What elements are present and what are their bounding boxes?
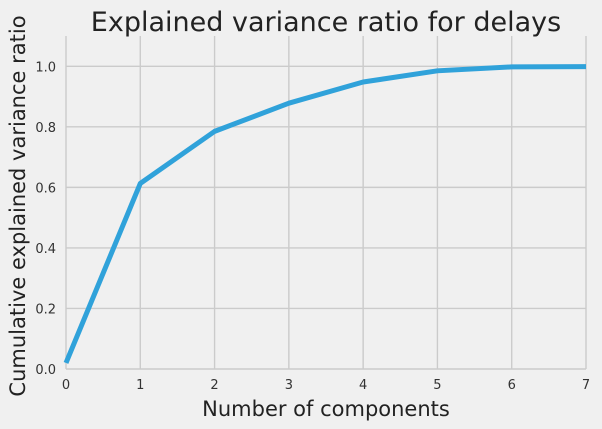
series-line	[63, 64, 587, 364]
x-tick-label: 2	[210, 378, 218, 393]
grid	[65, 36, 587, 370]
x-tick-label: 5	[433, 378, 441, 393]
chart-title: Explained variance ratio for delays	[91, 7, 561, 38]
y-tick-label: 0.8	[35, 121, 56, 136]
y-tick-labels: 0.0 0.2 0.4 0.6 0.8 1.0	[35, 60, 56, 378]
y-tick-label: 0.4	[35, 242, 56, 257]
y-tick-label: 0.0	[35, 363, 56, 378]
series-layer	[63, 64, 587, 364]
x-axis-label: Number of components	[202, 397, 450, 421]
x-tick-label: 4	[359, 378, 367, 393]
y-tick-label: 0.6	[35, 181, 56, 196]
y-tick-label: 1.0	[35, 60, 56, 75]
x-tick-label: 3	[285, 378, 293, 393]
x-tick-label: 0	[62, 378, 70, 393]
y-tick-label: 0.2	[35, 302, 56, 317]
y-axis-label: Cumulative explained variance ratio	[6, 15, 30, 396]
x-tick-label: 1	[136, 378, 144, 393]
x-tick-labels: 0 1 2 3 4 5 6 7	[62, 378, 590, 393]
x-tick-label: 6	[508, 378, 516, 393]
x-tick-label: 7	[582, 378, 590, 393]
